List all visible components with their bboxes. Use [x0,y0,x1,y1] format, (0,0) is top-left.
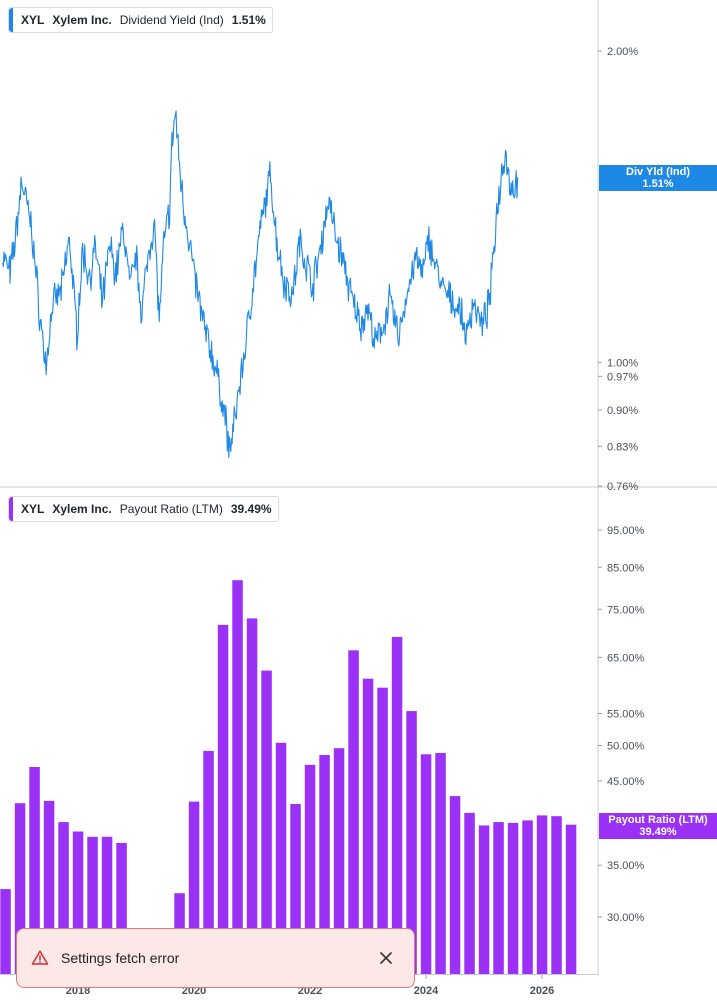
payout-bar [449,796,461,974]
x-tick-label: 2026 [530,985,554,997]
close-icon [380,952,392,964]
legend-metric: Payout Ratio (LTM) [119,502,223,516]
payout-bar [0,889,11,974]
legend-metric: Dividend Yield (Ind) [119,13,224,27]
payout-bar [87,836,98,974]
payout-bar [188,801,200,974]
close-toast-button[interactable] [374,946,398,970]
payout-bar [14,803,26,974]
dividend-yield-line [2,110,519,459]
toast-message: Settings fetch error [61,950,180,966]
payout-bar [551,816,562,974]
y-tick-label: 75.00% [607,604,645,616]
payout-bar [522,820,533,974]
payout-bar [507,822,519,974]
legend-value: 1.51% [231,13,266,27]
payout-bar [101,836,113,974]
payout-bar [493,822,504,974]
payout-bar [435,753,446,974]
y-tick-label: 1.00% [607,358,638,370]
payout-bar [348,650,359,974]
y-tick-label: 55.00% [607,708,645,720]
payout-bar [304,764,316,974]
payout-bar [275,742,287,974]
x-tick-label: 2018 [66,985,90,997]
x-tick-label: 2022 [298,985,322,997]
x-tick-label: 2024 [414,985,439,997]
y-tick-label: 50.00% [607,740,645,752]
payout-bar [232,580,243,974]
y-tick-label: 85.00% [607,562,645,574]
y-tick-label: 0.83% [607,441,638,453]
payout-bar [319,755,330,974]
legend-symbol: XYL [21,13,45,27]
payout-bar [406,711,417,974]
payout-bar [536,815,548,974]
error-toast: Settings fetch error [16,928,415,988]
legend-company-name: Xylem Inc. [52,502,112,516]
payout-ratio-bars [0,580,577,974]
dividend-yield-price-tag: Div Yld (Ind) 1.51% [599,165,717,191]
tag-value: 1.51% [642,178,674,190]
payout-bar [116,843,127,974]
tag-label: Payout Ratio (LTM) [608,814,708,826]
payout-bar [261,670,272,974]
y-tick-label: 30.00% [607,912,645,924]
yield-axis-ticks: 2.00% 1.00%0.97% 0.90% 0.83% 0.76% [598,46,638,493]
payout-bar [565,824,577,974]
payout-axis-ticks: 95.00% 85.00% 75.00% 65.00% 55.00% 50.00% 45.0… [598,525,645,924]
payout-bar [420,754,432,974]
payout-bar [362,678,374,974]
payout-bar [377,687,388,974]
legend-payout-ratio[interactable]: XYL Xylem Inc. Payout Ratio (LTM) 39.49% [8,496,279,522]
payout-bar [58,822,69,974]
payout-bar [290,804,301,974]
y-tick-label: 65.00% [607,652,645,664]
tag-label: Div Yld (Ind) [626,166,690,178]
payout-bar [43,800,55,974]
y-tick-label: 35.00% [607,860,645,872]
payout-bar [203,750,214,974]
y-tick-label: 2.00% [607,46,638,58]
legend-value: 39.49% [230,502,272,516]
payout-bar [29,767,40,974]
payout-bar [464,812,475,974]
payout-bar [217,624,229,974]
payout-bar [391,636,403,974]
legend-symbol: XYL [21,502,45,516]
warning-triangle-icon [31,950,49,965]
legend-dividend-yield[interactable]: XYL Xylem Inc. Dividend Yield (Ind) 1.51… [8,7,273,33]
legend-color-swatch [9,8,13,32]
y-tick-label: 95.00% [607,525,645,537]
y-tick-label: 0.76% [607,481,638,493]
payout-bar [478,825,490,974]
payout-bar [333,748,345,974]
legend-company-name: Xylem Inc. [52,13,112,27]
y-tick-label: 45.00% [607,776,645,788]
x-tick-label: 2020 [182,985,206,997]
legend-color-swatch [9,497,13,521]
payout-bar [246,618,258,974]
tag-value: 39.49% [639,826,677,838]
y-tick-label: 0.90% [607,405,638,417]
payout-bar [72,831,84,974]
y-tick-label: 0.97% [607,371,638,383]
payout-ratio-price-tag: Payout Ratio (LTM) 39.49% [599,813,717,839]
time-axis-ticks: 2018 2020 2022 2024 2026 [66,975,554,997]
